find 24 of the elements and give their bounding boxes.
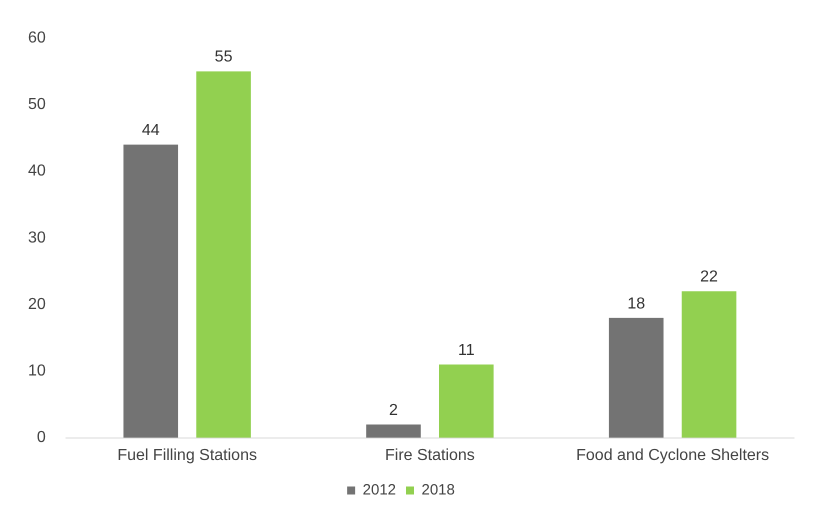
data-label: 2 <box>389 402 398 419</box>
bar <box>123 144 178 438</box>
bar <box>196 71 251 438</box>
bar <box>366 424 421 438</box>
bar <box>439 364 494 438</box>
x-tick-label: Fuel Filling Stations <box>117 446 257 464</box>
y-tick-label: 50 <box>28 96 46 114</box>
bar <box>608 318 664 438</box>
x-tick-label: Food and Cyclone Shelters <box>576 446 770 464</box>
y-tick-label: 40 <box>28 162 46 180</box>
data-label: 11 <box>458 342 475 359</box>
y-tick-label: 0 <box>36 429 46 446</box>
y-tick-label: 20 <box>28 296 46 313</box>
y-tick-label: 10 <box>28 362 46 380</box>
y-tick-label: 30 <box>28 229 46 246</box>
legend-label: 2012 <box>362 482 396 499</box>
data-label: 55 <box>214 48 233 66</box>
y-tick-label: 60 <box>28 29 46 46</box>
legend-label: 2018 <box>422 482 455 499</box>
data-label: 44 <box>142 122 160 140</box>
data-label: 22 <box>700 268 718 286</box>
bar <box>682 291 736 438</box>
x-tick-label: Fire Stations <box>384 446 475 464</box>
data-label: 18 <box>627 295 646 312</box>
